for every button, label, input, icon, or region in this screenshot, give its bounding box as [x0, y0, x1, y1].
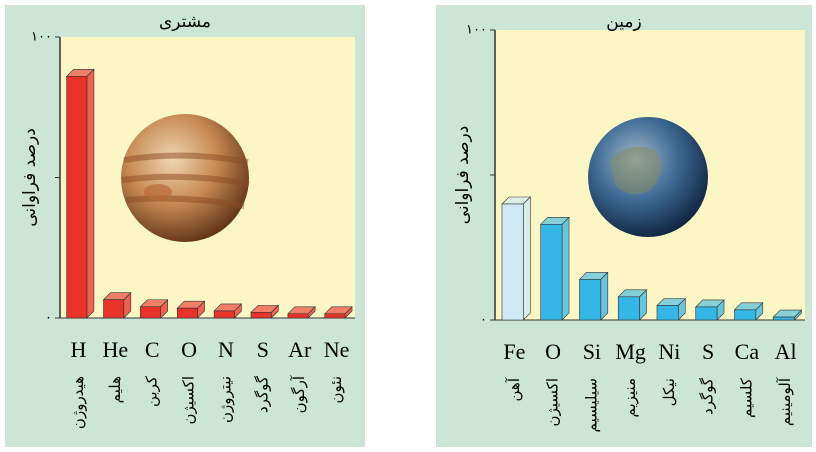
bar — [140, 306, 161, 319]
category-name: هلیم — [106, 376, 124, 403]
bar — [103, 299, 125, 319]
bar-side — [522, 196, 531, 321]
category-name: نئون — [327, 376, 345, 403]
chart-title: زمین — [606, 12, 641, 32]
bar — [734, 309, 757, 321]
jupiter-image — [121, 114, 250, 242]
bar — [617, 296, 640, 321]
x-tick-label: H — [70, 337, 86, 362]
y-axis-label: درصد فراوانی — [20, 128, 40, 227]
x-tick-label: N — [218, 337, 234, 362]
bar-side — [600, 271, 609, 321]
y-tick-label: ۱۰۰ — [466, 23, 487, 38]
bar — [656, 305, 679, 321]
bar — [501, 203, 524, 321]
category-name: آلومینیم — [776, 377, 794, 426]
bar — [250, 312, 272, 319]
x-tick-label: He — [102, 337, 128, 362]
category-name: اکسیژن — [180, 376, 198, 425]
bar — [287, 313, 309, 319]
x-tick-label: C — [145, 337, 160, 362]
category-name: نیتروژن — [216, 376, 234, 423]
category-name: منیزیم — [621, 378, 639, 418]
category-name: آهن — [505, 377, 523, 401]
y-tick-label: ۰ — [480, 313, 487, 328]
category-name: سیلیسیم — [582, 378, 600, 432]
x-tick-label: Ne — [324, 337, 350, 362]
y-axis-label: درصد فراوانی — [453, 126, 473, 225]
bar — [540, 224, 563, 321]
bar — [579, 279, 602, 321]
y-tick-label: ۰ — [45, 311, 52, 326]
x-tick-label: S — [702, 339, 714, 364]
x-tick-label: Al — [775, 339, 797, 364]
bar — [324, 313, 346, 319]
y-tick-label: ۱۰۰ — [31, 30, 52, 45]
x-tick-label: Mg — [615, 339, 646, 364]
bar — [66, 76, 88, 319]
category-name: آرگون — [290, 375, 308, 413]
bar-side — [86, 68, 95, 319]
category-name: کلسیم — [737, 377, 755, 418]
chart-title: مشتری — [159, 12, 211, 32]
category-name: گوگرد — [699, 377, 717, 415]
category-name: کربن — [143, 375, 161, 407]
category-name: گوگرد — [253, 375, 271, 413]
x-tick-label: Ni — [658, 339, 680, 364]
category-name: هیدروژن — [69, 376, 87, 429]
x-tick-label: Fe — [503, 339, 525, 364]
bar-side — [561, 216, 570, 321]
category-name: اکسیژن — [544, 378, 562, 427]
category-name: نیکل — [660, 378, 678, 406]
earth-image — [588, 117, 708, 237]
x-tick-label: O — [545, 339, 561, 364]
bar — [213, 310, 235, 319]
x-tick-label: S — [257, 337, 269, 362]
x-tick-label: Ar — [288, 337, 312, 362]
bar — [695, 306, 718, 321]
x-tick-label: Ca — [735, 339, 760, 364]
bar — [176, 307, 198, 319]
x-tick-label: Si — [583, 339, 601, 364]
x-tick-label: O — [181, 337, 197, 362]
bar — [772, 316, 795, 321]
